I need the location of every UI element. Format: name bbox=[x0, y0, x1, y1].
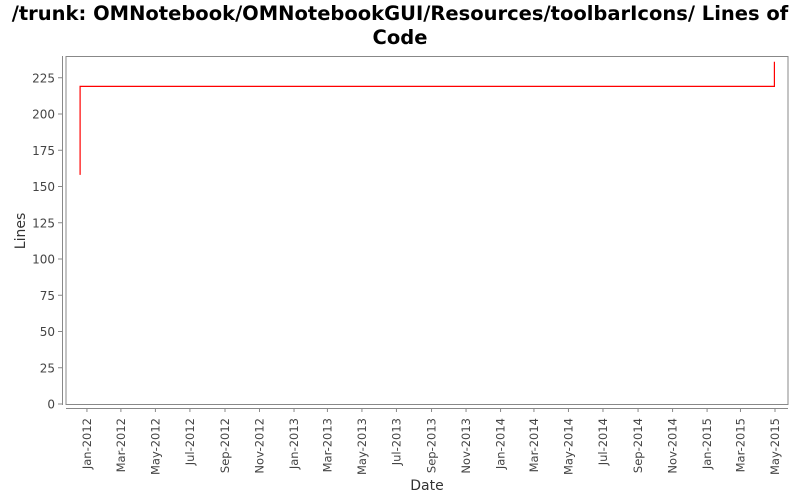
y-tick-label: 25 bbox=[40, 361, 55, 375]
x-tick-label: Jul-2012 bbox=[183, 418, 197, 466]
y-tick-label: 75 bbox=[40, 289, 55, 303]
x-tick-label: Jan-2014 bbox=[494, 418, 508, 470]
series-line bbox=[79, 61, 776, 175]
chart-title: /trunk: OMNotebook/OMNotebookGUI/Resourc… bbox=[11, 2, 789, 49]
x-tick-label: Nov-2014 bbox=[666, 418, 680, 474]
plot-area bbox=[65, 56, 789, 405]
y-tick-label: 200 bbox=[32, 108, 55, 122]
x-tick-label: May-2013 bbox=[355, 418, 369, 475]
y-tick-label: 225 bbox=[32, 71, 55, 85]
x-tick-label: Sep-2014 bbox=[631, 418, 645, 473]
x-tick-label: May-2014 bbox=[561, 418, 575, 475]
x-tick-label: Jul-2014 bbox=[596, 418, 610, 466]
x-tick-label: Jul-2013 bbox=[389, 418, 403, 466]
x-tick-label: Jan-2013 bbox=[287, 418, 301, 470]
x-tick-label: Nov-2012 bbox=[253, 418, 267, 474]
y-tick-label: 0 bbox=[47, 398, 55, 412]
x-tick-label: Jan-2012 bbox=[80, 418, 94, 470]
x-tick-label: Nov-2013 bbox=[459, 418, 473, 474]
x-tick-label: May-2012 bbox=[148, 418, 162, 475]
x-tick-label: Mar-2014 bbox=[527, 418, 541, 472]
y-tick-label: 100 bbox=[32, 253, 55, 267]
x-tick-label: Mar-2013 bbox=[320, 418, 334, 472]
x-tick-label: Sep-2013 bbox=[425, 418, 439, 473]
x-tick-label: Mar-2015 bbox=[733, 418, 747, 472]
y-tick-label: 175 bbox=[32, 144, 55, 158]
y-axis-label: Lines bbox=[13, 213, 29, 249]
y-tick-label: 50 bbox=[40, 325, 55, 339]
x-tick-label: May-2015 bbox=[768, 418, 782, 475]
y-tick-label: 150 bbox=[32, 180, 55, 194]
x-tick-label: Jan-2015 bbox=[700, 418, 714, 470]
y-tick-label: 125 bbox=[32, 216, 55, 230]
x-tick-label: Mar-2012 bbox=[114, 418, 128, 472]
x-axis-label: Date bbox=[410, 478, 443, 494]
x-tick-label: Sep-2012 bbox=[218, 418, 232, 473]
